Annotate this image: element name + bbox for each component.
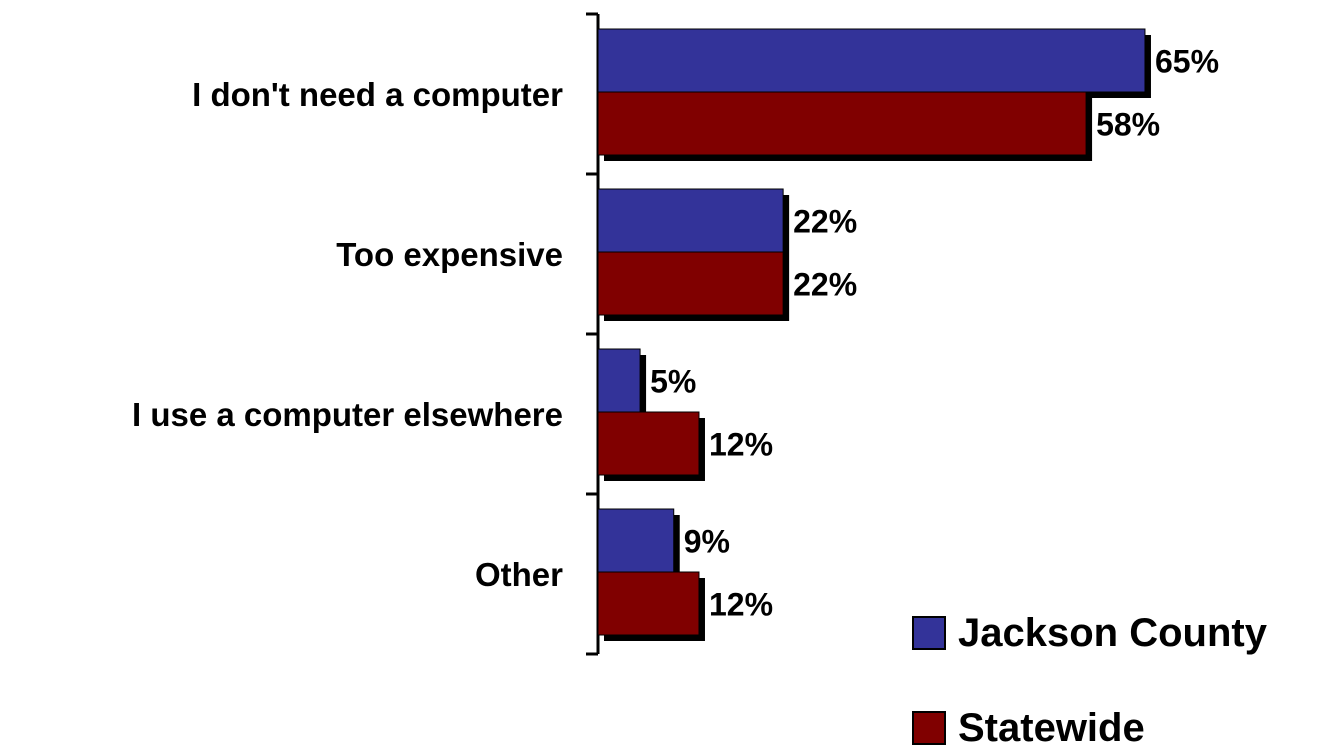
category-label: Too expensive: [336, 236, 563, 273]
bar-jackson-county: [597, 508, 675, 573]
bar-jackson-county: [597, 28, 1146, 93]
data-label: 22%: [793, 204, 857, 240]
bar-jackson-county: [597, 188, 784, 253]
bar-statewide: [597, 251, 784, 316]
data-label: 9%: [684, 524, 730, 560]
legend-swatch-jackson-county: [912, 616, 946, 650]
bar-statewide: [597, 91, 1087, 156]
legend-label-jackson-county: Jackson County: [958, 611, 1268, 655]
bar-statewide: [597, 571, 700, 636]
bar-statewide: [597, 411, 700, 476]
data-label: 5%: [650, 364, 696, 400]
category-axis: [586, 12, 600, 656]
legend-swatch-statewide: [912, 711, 946, 745]
labels: I don't need a computer 65% 58% Too expensi…: [132, 44, 1219, 623]
data-label: 65%: [1155, 44, 1219, 80]
bar-jackson-county: [597, 348, 641, 413]
data-label: 58%: [1096, 107, 1160, 143]
legend: Jackson County Statewide: [912, 611, 1268, 746]
category-label: I use a computer elsewhere: [132, 396, 563, 433]
data-label: 22%: [793, 267, 857, 303]
bars: [597, 28, 1151, 641]
category-label: Other: [475, 556, 563, 593]
legend-label-statewide: Statewide: [958, 706, 1145, 746]
data-label: 12%: [709, 427, 773, 463]
category-label: I don't need a computer: [192, 76, 563, 113]
data-label: 12%: [709, 587, 773, 623]
